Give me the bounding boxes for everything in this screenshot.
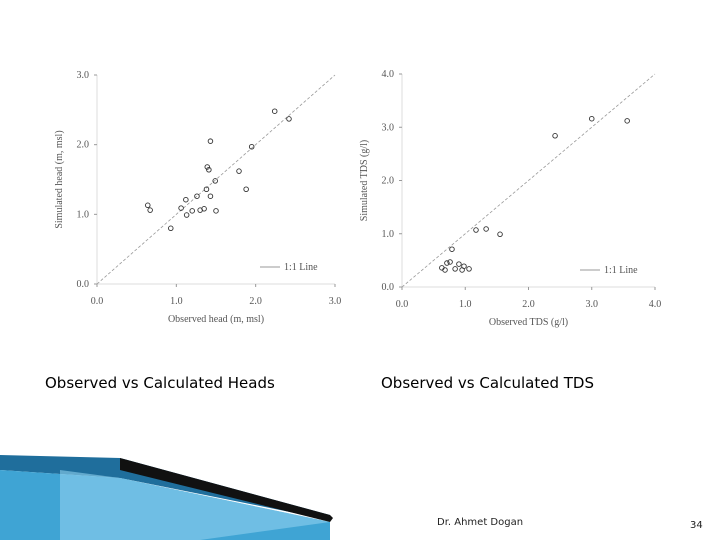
point xyxy=(207,193,214,199)
point xyxy=(243,186,249,193)
point xyxy=(248,144,255,150)
y-tick-label: 3.0 xyxy=(382,122,395,133)
y-tick-label: 1.0 xyxy=(382,229,395,240)
footer-author: Dr. Ahmet Dogan xyxy=(437,517,523,528)
point xyxy=(456,261,462,267)
legend-label: 1:1 Line xyxy=(604,265,638,276)
point xyxy=(213,208,219,214)
y-axis-label: Simulated TDS (g/l) xyxy=(359,140,370,221)
point xyxy=(189,208,195,214)
point xyxy=(466,266,472,272)
point xyxy=(442,267,448,273)
point xyxy=(624,118,630,124)
x-tick-label: 1.0 xyxy=(459,299,472,310)
point xyxy=(444,260,450,266)
reference-line xyxy=(96,74,336,285)
x-tick-label: 2.0 xyxy=(522,299,535,310)
point xyxy=(183,212,190,218)
point xyxy=(194,193,200,199)
y-tick-label: 4.0 xyxy=(382,69,395,80)
page-number: 34 xyxy=(690,520,703,531)
point xyxy=(147,207,153,213)
x-axis-label: Observed TDS (g/l) xyxy=(489,317,568,328)
y-tick-label: 3.0 xyxy=(77,70,90,81)
point xyxy=(206,166,212,173)
point xyxy=(207,138,214,144)
y-tick-label: 2.0 xyxy=(382,176,395,187)
y-tick-label: 2.0 xyxy=(77,140,90,151)
point xyxy=(201,206,207,212)
point xyxy=(461,263,467,269)
point xyxy=(449,246,455,252)
point xyxy=(145,202,151,209)
caption: Observed vs Calculated Heads xyxy=(45,374,275,392)
x-tick-label: 4.0 xyxy=(649,299,662,310)
point xyxy=(497,231,503,238)
x-tick-label: 3.0 xyxy=(586,299,599,310)
y-axis-label: Simulated head (m, msl) xyxy=(54,130,65,228)
x-tick-label: 3.0 xyxy=(329,296,342,307)
x-tick-label: 0.0 xyxy=(396,299,409,310)
x-tick-label: 2.0 xyxy=(249,296,262,307)
caption: Observed vs Calculated TDS xyxy=(381,374,594,392)
y-tick-label: 0.0 xyxy=(382,282,395,293)
point xyxy=(168,225,174,232)
point xyxy=(203,186,210,193)
legend-label: 1:1 Line xyxy=(284,262,318,273)
point xyxy=(552,133,558,139)
point xyxy=(483,226,489,232)
point xyxy=(183,196,189,203)
point xyxy=(204,164,211,170)
point xyxy=(452,266,458,272)
point xyxy=(212,178,218,184)
decor-swoosh xyxy=(60,470,330,540)
decor-swoosh xyxy=(120,458,333,522)
y-tick-label: 1.0 xyxy=(77,209,90,220)
point xyxy=(447,259,453,265)
point xyxy=(473,227,479,233)
point xyxy=(286,116,292,122)
point xyxy=(271,108,278,114)
x-tick-label: 1.0 xyxy=(170,296,183,307)
x-axis-label: Observed head (m, msl) xyxy=(168,314,264,325)
decor-swoosh xyxy=(0,455,330,520)
point xyxy=(178,205,184,211)
point xyxy=(236,168,242,174)
y-tick-label: 0.0 xyxy=(77,279,90,290)
point xyxy=(589,115,595,122)
reference-line xyxy=(401,73,656,288)
x-tick-label: 0.0 xyxy=(91,296,104,307)
